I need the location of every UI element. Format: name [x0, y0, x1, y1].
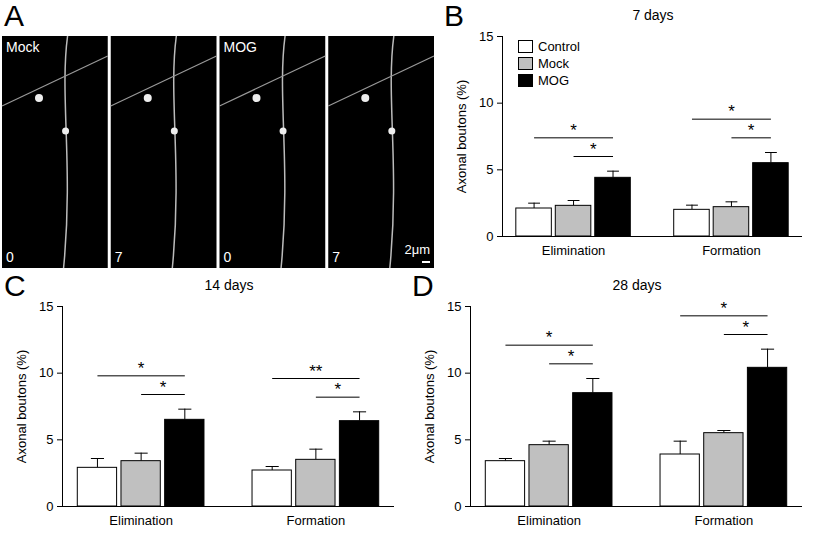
svg-text:Formation: Formation: [702, 243, 761, 258]
svg-text:*: *: [570, 121, 577, 140]
html-text:C: C: [4, 269, 26, 302]
svg-text:Elimination: Elimination: [542, 243, 606, 258]
svg-text:Elimination: Elimination: [517, 513, 581, 528]
svg-text:*: *: [160, 378, 167, 397]
svg-text:0: 0: [6, 249, 14, 265]
svg-text:10: 10: [39, 365, 53, 380]
svg-text:15: 15: [39, 299, 53, 314]
html-text:Mock: Mock: [538, 56, 570, 71]
svg-text:Axonal boutons (%): Axonal boutons (%): [454, 80, 469, 193]
svg-text:Formation: Formation: [695, 513, 754, 528]
svg-text:*: *: [742, 318, 749, 337]
svg-text:Axonal boutons (%): Axonal boutons (%): [14, 350, 29, 463]
svg-text:5: 5: [454, 432, 461, 447]
html-text:A: A: [4, 0, 24, 32]
html-text:14 days: 14 days: [204, 277, 254, 293]
svg-text:Axonal boutons (%): Axonal boutons (%): [422, 350, 437, 463]
svg-text:*: *: [590, 140, 597, 159]
svg-text:*: *: [568, 347, 575, 366]
html-text:28 days: 28 days: [612, 277, 662, 293]
svg-text:10: 10: [479, 95, 493, 110]
svg-text:Elimination: Elimination: [109, 513, 173, 528]
html-text:MOG: MOG: [538, 73, 570, 88]
svg-text:*: *: [721, 299, 728, 318]
svg-text:*: *: [138, 359, 145, 378]
html-text:Control: Control: [538, 39, 580, 54]
svg-text:**: **: [309, 362, 323, 381]
svg-text:0: 0: [46, 499, 53, 514]
svg-text:15: 15: [447, 299, 461, 314]
html-text:7 days: 7 days: [632, 7, 674, 23]
svg-text:*: *: [748, 121, 755, 140]
svg-text:Formation: Formation: [287, 513, 346, 528]
svg-text:2μm: 2μm: [404, 242, 430, 257]
svg-text:MOG: MOG: [224, 39, 257, 55]
svg-text:15: 15: [479, 29, 493, 44]
html-text:D: D: [412, 269, 434, 302]
svg-text:7: 7: [115, 249, 123, 265]
svg-text:0: 0: [454, 499, 461, 514]
svg-text:Mock: Mock: [6, 39, 40, 55]
svg-text:*: *: [728, 102, 735, 121]
html-text:B: B: [444, 0, 464, 32]
svg-text:10: 10: [447, 365, 461, 380]
svg-text:5: 5: [486, 162, 493, 177]
svg-text:0: 0: [486, 229, 493, 244]
svg-text:0: 0: [224, 249, 232, 265]
svg-text:*: *: [334, 380, 341, 399]
svg-text:*: *: [546, 328, 553, 347]
svg-text:5: 5: [46, 432, 53, 447]
svg-text:7: 7: [332, 249, 340, 265]
